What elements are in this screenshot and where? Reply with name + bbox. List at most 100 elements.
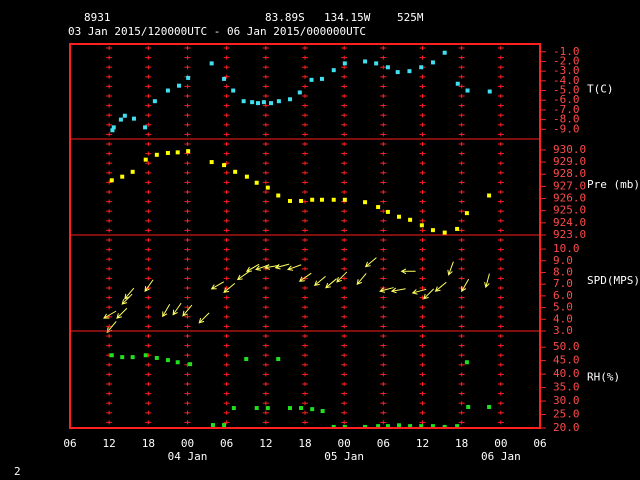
data-point — [309, 77, 314, 82]
x-tick-label: 00 — [494, 437, 507, 450]
wind-arrow — [287, 264, 302, 271]
data-point — [165, 150, 170, 155]
date-label: 05 Jan — [324, 450, 364, 463]
data-point — [209, 61, 214, 66]
panel-label: T(C) — [587, 83, 614, 96]
data-point — [165, 88, 170, 93]
data-point — [363, 200, 368, 205]
y-tick-label: -2.0 — [553, 54, 580, 67]
data-point — [287, 97, 292, 102]
data-point — [455, 81, 460, 86]
data-point — [442, 50, 447, 55]
data-point — [222, 423, 227, 428]
wind-arrow — [274, 263, 290, 270]
y-tick-label: -1.0 — [553, 45, 580, 58]
data-point — [143, 353, 148, 358]
data-point — [465, 88, 470, 93]
data-point — [319, 76, 324, 81]
wind-arrow — [210, 281, 225, 290]
data-point — [265, 185, 270, 190]
data-point — [130, 355, 135, 360]
data-point — [342, 197, 347, 202]
data-point — [244, 174, 249, 179]
data-point — [487, 404, 492, 409]
data-point — [154, 152, 159, 157]
wind-arrow — [447, 261, 454, 276]
x-tick-label: 12 — [259, 437, 272, 450]
data-point — [299, 406, 304, 411]
data-point — [408, 424, 413, 429]
y-tick-label: 25.0 — [553, 408, 580, 421]
y-tick-label: -7.0 — [553, 103, 580, 116]
data-point — [109, 178, 114, 183]
data-point — [331, 197, 336, 202]
plot-frame — [69, 43, 541, 429]
wind-arrow — [390, 287, 406, 294]
page-number: 2 — [14, 465, 21, 478]
data-point — [342, 424, 347, 429]
data-point — [110, 128, 115, 133]
data-point — [276, 193, 281, 198]
y-tick-label: -5.0 — [553, 84, 580, 97]
x-tick-label: 12 — [416, 437, 429, 450]
wind-arrow — [264, 264, 280, 270]
wind-arrow — [245, 263, 260, 272]
data-point — [209, 160, 214, 165]
data-point — [244, 357, 249, 362]
wind-arrow — [423, 288, 435, 300]
data-point — [299, 198, 304, 203]
latitude: 83.89S — [265, 11, 305, 24]
y-tick-label: 20.0 — [553, 421, 580, 434]
data-point — [250, 100, 255, 105]
data-point — [130, 169, 135, 174]
x-tick-label: 06 — [533, 437, 546, 450]
y-tick-label: 927.0 — [553, 179, 586, 192]
data-point — [455, 424, 460, 429]
y-tick-label: 7.0 — [553, 277, 573, 290]
wind-arrow — [336, 271, 348, 283]
wind-arrow — [103, 310, 117, 319]
wind-arrow — [162, 303, 171, 318]
data-point — [254, 180, 259, 185]
wind-arrow — [313, 275, 326, 287]
data-point — [442, 230, 447, 235]
panel-label: SPD(MPS) — [587, 274, 640, 287]
wind-arrow — [236, 271, 250, 281]
data-point — [408, 217, 413, 222]
data-point — [165, 358, 170, 363]
y-tick-label: 928.0 — [553, 167, 586, 180]
y-tick-label: 923.0 — [553, 228, 586, 241]
x-tick-label: 06 — [377, 437, 390, 450]
wind-arrow — [461, 278, 470, 293]
data-point — [419, 223, 424, 228]
data-point — [430, 60, 435, 65]
wind-arrow — [223, 282, 236, 294]
wind-arrow — [255, 264, 270, 271]
data-point — [430, 424, 435, 429]
x-tick-label: 00 — [338, 437, 351, 450]
data-point — [118, 117, 123, 122]
date-label: 04 Jan — [168, 450, 208, 463]
data-point — [385, 65, 390, 70]
data-point — [385, 424, 390, 429]
data-point — [188, 362, 193, 367]
data-point — [363, 424, 368, 429]
data-point — [254, 406, 259, 411]
wind-arrow — [144, 279, 154, 293]
data-point — [122, 113, 127, 118]
wind-arrow — [172, 302, 182, 316]
data-point — [143, 157, 148, 162]
data-point — [131, 116, 136, 121]
x-tick-label: 06 — [220, 437, 233, 450]
y-tick-label: 926.0 — [553, 192, 586, 205]
y-tick-label: 930.0 — [553, 143, 586, 156]
y-tick-label: 929.0 — [553, 155, 586, 168]
wind-arrow — [364, 257, 377, 268]
data-point — [222, 163, 227, 168]
data-point — [231, 88, 236, 93]
data-point — [111, 125, 116, 130]
y-tick-label: 924.0 — [553, 216, 586, 229]
period: 03 Jan 2015/120000UTC - 06 Jan 2015/0000… — [68, 25, 366, 38]
data-point — [442, 424, 447, 429]
